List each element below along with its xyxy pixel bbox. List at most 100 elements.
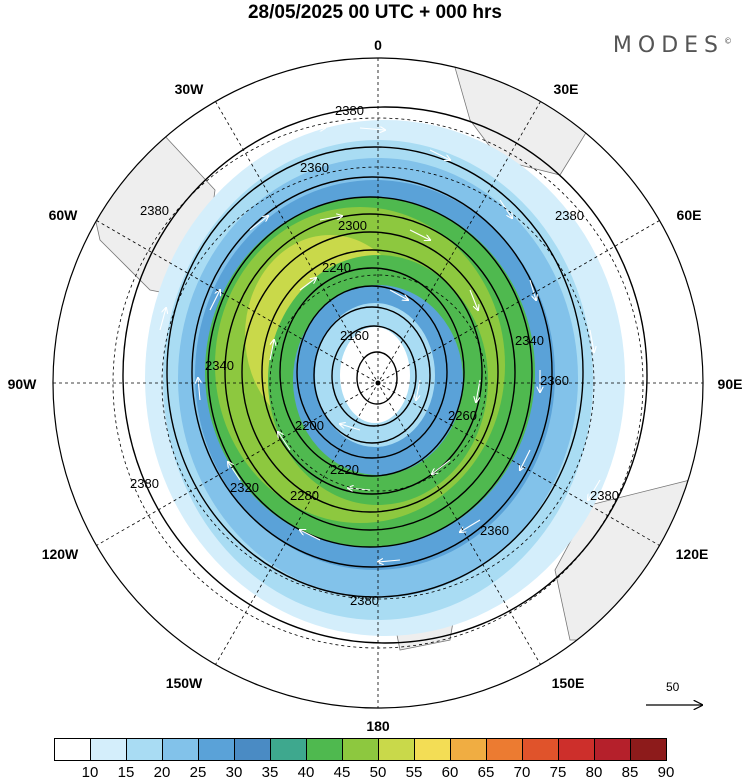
lon-label-180: 180: [366, 718, 390, 734]
contour-label: 2380: [555, 208, 584, 223]
contour-label: 2380: [140, 203, 169, 218]
chart-title: 28/05/2025 00 UTC + 000 hrs: [247, 2, 503, 23]
wind-vector: [249, 216, 268, 231]
colorbar-swatch: [630, 738, 667, 761]
contour-label: 2360: [300, 160, 329, 175]
contour-label: 2240: [322, 260, 351, 275]
wind-vector: [269, 340, 274, 361]
colorbar-swatch: [234, 738, 271, 761]
polar-map: 2380 2360 2300 2240 2160 2340 2260 2220 …: [8, 37, 743, 734]
colorbar: 10 15 20 25 30 35 40 45 50 55 60 65 70 75 80 85 90: [54, 738, 674, 781]
wind-vector: [340, 424, 361, 431]
colorbar-tick-label: 25: [189, 764, 207, 781]
contour-2300: [224, 213, 516, 531]
wind-vector: [300, 530, 321, 541]
contour-2380: [122, 106, 648, 644]
wind-vector: [409, 229, 430, 240]
contour-label: 2220: [330, 462, 359, 477]
contour-2280: [241, 231, 499, 513]
colorbar-swatch: [486, 738, 523, 761]
reference-vector-label: 50: [666, 680, 680, 694]
contour-label: 2360: [540, 373, 569, 388]
contour-2340: [191, 176, 553, 568]
contour-label: 2320: [230, 480, 259, 495]
wind-shade-inner-10: [340, 327, 410, 423]
colorbar-tick-label: 70: [513, 764, 531, 781]
colorbar-tick-label: 65: [477, 764, 495, 781]
wind-vector: [476, 379, 481, 402]
wind-vector: [429, 149, 450, 160]
colorbar-swatch: [558, 738, 595, 761]
wind-vector: [278, 432, 291, 451]
lon-label-150w: 150W: [166, 675, 203, 691]
colorbar-tick-label: 80: [585, 764, 603, 781]
contour-2220: [296, 285, 448, 459]
lon-label-60e: 60E: [677, 207, 702, 223]
contour-label: 2200: [295, 418, 324, 433]
contour-label: 2380: [130, 476, 159, 491]
colorbar-swatch: [162, 738, 199, 761]
lon-label-0: 0: [374, 37, 382, 53]
south-pole-marker: [375, 380, 381, 386]
contour-label: 2280: [290, 488, 319, 503]
contour-2180: [331, 325, 417, 427]
wind-vector: [520, 449, 531, 470]
wind-vector: [199, 559, 222, 574]
wind-vector: [432, 459, 451, 474]
lon-label-90e: 90E: [718, 376, 743, 392]
brand-mark: ©: [724, 36, 732, 46]
wind-vector: [460, 519, 481, 532]
wind-vector: [228, 462, 241, 481]
contour-label: 2360: [480, 523, 509, 538]
lon-label-120w: 120W: [42, 546, 79, 562]
contour-2360: [166, 146, 584, 598]
colorbar-tick-label: 50: [369, 764, 387, 781]
contour-label: 2380: [590, 488, 619, 503]
colorbar-swatch: [342, 738, 379, 761]
contour-2160: [356, 351, 398, 405]
wind-vector: [299, 128, 325, 130]
wind-vector: [159, 308, 166, 331]
contour-2240: [279, 267, 465, 477]
wind-vector: [198, 378, 200, 401]
contour-2200: [313, 306, 431, 444]
colorbar-tick-label: 35: [261, 764, 279, 781]
colorbar-swatch: [126, 738, 163, 761]
brand-text: MODES: [612, 33, 724, 58]
wind-vector: [529, 279, 536, 300]
wind-vector: [469, 289, 478, 310]
colorbar-swatch: [594, 738, 631, 761]
colorbar-swatch: [450, 738, 487, 761]
colorbar-swatch: [90, 738, 127, 761]
lon-label-30w: 30W: [175, 81, 205, 97]
wind-vector: [589, 329, 594, 352]
colorbar-swatch: [54, 738, 91, 761]
colorbar-swatch: [306, 738, 343, 761]
colorbar-swatch: [378, 738, 415, 761]
colorbar-tick-label: 20: [153, 764, 171, 781]
colorbar-tick-label: 60: [441, 764, 459, 781]
contour-label: 2340: [205, 358, 234, 373]
contour-label: 2300: [338, 218, 367, 233]
lon-label-90w: 90W: [8, 376, 38, 392]
contour-label: 2380: [350, 593, 379, 608]
colorbar-tick-label: 45: [333, 764, 351, 781]
colorbar-tick-label: 55: [405, 764, 423, 781]
colorbar-swatch: [198, 738, 235, 761]
wind-vector: [588, 479, 601, 500]
colorbar-tick-label: 85: [621, 764, 639, 781]
colorbar-tick-label: 75: [549, 764, 567, 781]
wind-vector: [319, 216, 342, 221]
lon-label-150e: 150E: [552, 675, 585, 691]
colorbar-swatch: [270, 738, 307, 761]
reference-vector: 50: [640, 680, 710, 710]
colorbar-tick-label: 40: [297, 764, 315, 781]
contour-2260: [261, 249, 483, 495]
wind-vector: [359, 128, 385, 130]
contour-label: 2160: [340, 328, 369, 343]
contour-label: 2260: [448, 408, 477, 423]
wind-vector: [389, 289, 408, 300]
lon-label-120e: 120E: [676, 546, 709, 562]
contour-2320: [207, 196, 533, 548]
lon-label-60w: 60W: [49, 207, 79, 223]
